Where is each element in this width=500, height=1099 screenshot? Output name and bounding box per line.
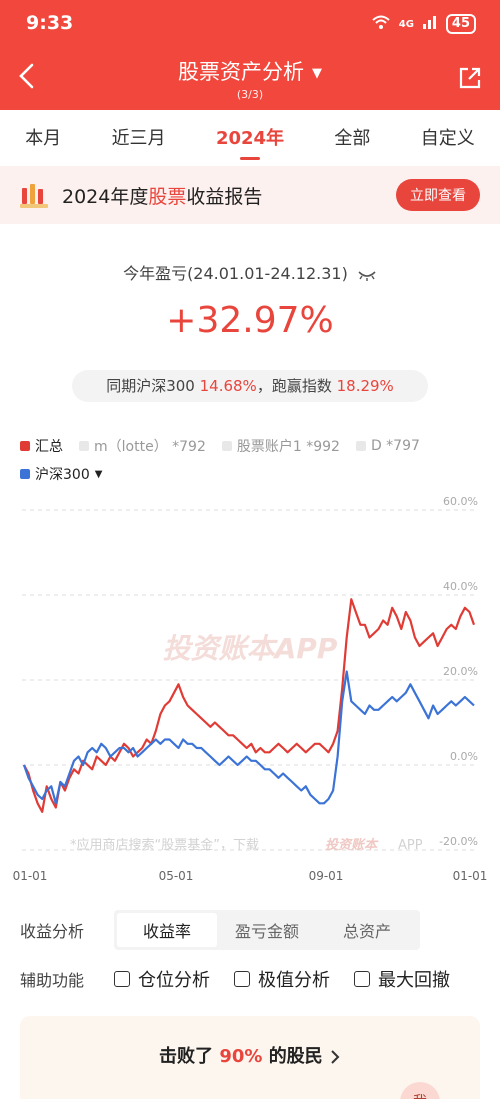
legend-swatch <box>79 441 89 451</box>
legend-item-account-1[interactable]: 股票账户1 *992 <box>221 436 340 456</box>
series-line-csi300 <box>22 670 475 805</box>
page-title-text: 股票资产分析 <box>178 60 304 84</box>
chart-footer-brand: 投资账本 <box>325 837 379 853</box>
option-pnl-amount[interactable]: 盈亏金额 <box>234 922 299 941</box>
page-counter: (3/3) <box>236 88 264 101</box>
x-tick-label: 01-01 <box>13 869 48 883</box>
checkbox-position-analysis[interactable]: 仓位分析 <box>114 966 210 992</box>
page-title[interactable]: 股票资产分析 ▼ <box>0 56 500 86</box>
return-line-chart[interactable]: 投资账本APP60.0%40.0%20.0%0.0%-20.0%*应用商店搜索“… <box>0 490 500 890</box>
firework-icon <box>18 180 52 210</box>
ranking-value: 90% <box>219 1046 263 1067</box>
top-bar: 9:33 4G 45 股票资产分析 ▼ (3/3) <box>0 0 500 110</box>
banner-suffix: 收益报告 <box>186 185 263 208</box>
period-tabs: 本月 近三月 2024年 全部 自定义 <box>0 110 500 168</box>
checkbox-max-drawdown[interactable]: 最大回撤 <box>354 966 450 992</box>
period-range: 今年盈亏(24.01.01-24.12.31) <box>0 260 500 284</box>
y-tick-label: 0.0% <box>450 750 478 763</box>
y-tick-label: -20.0% <box>439 835 478 848</box>
checkbox-box[interactable] <box>234 971 250 987</box>
legend-swatch <box>20 441 30 451</box>
eye-closed-icon[interactable] <box>353 264 377 283</box>
ranking-suffix: 的股民 <box>268 1046 323 1067</box>
legend-label: 汇总 <box>35 439 63 455</box>
ranking-card[interactable]: 击败了 90% 的股民 我 <box>20 1016 480 1099</box>
signal-icon <box>422 14 438 34</box>
legend-item-account-m[interactable]: m（lotte） *792 <box>79 436 206 456</box>
y-tick-label: 60.0% <box>443 495 478 508</box>
dropdown-triangle-icon[interactable]: ▼ <box>94 468 103 480</box>
checkbox-extreme-analysis[interactable]: 极值分析 <box>234 966 330 992</box>
banner-prefix: 2024年度 <box>62 185 149 208</box>
compare-prefix: 同期沪深300 <box>106 377 195 395</box>
annual-report-banner[interactable]: 2024年度股票收益报告 立即查看 <box>0 166 500 224</box>
banner-text: 2024年度股票收益报告 <box>62 182 262 209</box>
option-total-assets[interactable]: 总资产 <box>342 922 391 941</box>
index-legend[interactable]: 沪深300 ▼ <box>20 464 102 484</box>
legend-label: m（lotte） *792 <box>94 439 206 455</box>
tab-three-months[interactable]: 近三月 <box>111 128 166 149</box>
tab-all[interactable]: 全部 <box>334 128 371 149</box>
checkbox-label: 最大回撤 <box>378 970 450 991</box>
me-avatar-badge: 我 <box>400 1082 440 1099</box>
legend-item-csi300[interactable]: 沪深300 ▼ <box>20 464 102 484</box>
index-comparison: 同期沪深300 14.68%，跑赢指数 18.29% <box>72 370 428 402</box>
analysis-label: 收益分析 <box>20 922 85 941</box>
index-return-value: 14.68% <box>199 377 257 395</box>
analysis-segmented-control: 收益率 盈亏金额 总资产 <box>114 910 420 950</box>
legend-swatch <box>355 441 366 451</box>
ranking-text: 击败了 90% 的股民 <box>20 1042 480 1068</box>
legend-item-account-d[interactable]: D *797 <box>355 436 420 456</box>
beat-index-value: 18.29% <box>336 377 394 395</box>
beat-prefix: ，跑赢指数 <box>256 377 332 395</box>
tab-custom[interactable]: 自定义 <box>420 128 475 149</box>
x-tick-label: 05-01 <box>159 869 194 883</box>
legend-swatch <box>20 469 30 479</box>
checkbox-box[interactable] <box>354 971 370 987</box>
banner-highlight: 股票 <box>148 185 187 208</box>
y-tick-label: 40.0% <box>443 580 478 593</box>
checkbox-label: 极值分析 <box>258 970 330 991</box>
aux-label: 辅助功能 <box>20 971 85 990</box>
dropdown-caret-icon[interactable]: ▼ <box>312 65 322 81</box>
share-icon[interactable] <box>458 66 482 90</box>
status-icons: 4G 45 <box>371 14 476 34</box>
tab-year-2024[interactable]: 2024年 <box>212 124 288 160</box>
chevron-right-icon[interactable] <box>329 1046 341 1067</box>
legend-item-summary[interactable]: 汇总 <box>20 436 63 456</box>
legend-swatch <box>221 441 232 451</box>
analysis-row: 收益分析 收益率 盈亏金额 总资产 <box>20 910 420 950</box>
ranking-prefix: 击败了 <box>159 1046 214 1067</box>
legend-label: 股票账户1 *992 <box>236 439 340 455</box>
tab-this-month[interactable]: 本月 <box>25 128 62 149</box>
status-time: 9:33 <box>26 12 74 34</box>
option-return-rate[interactable]: 收益率 <box>117 913 217 947</box>
chart-footer-app: APP <box>398 838 423 853</box>
y-tick-label: 20.0% <box>443 665 478 678</box>
back-arrow-icon[interactable] <box>14 62 42 90</box>
account-legend: 汇总 m（lotte） *792 股票账户1 *992 D *797 <box>20 436 420 456</box>
signal-label: 4G <box>398 18 414 30</box>
wifi-icon <box>371 14 391 34</box>
checkbox-box[interactable] <box>114 971 130 987</box>
chart-footer-note: *应用商店搜索“股票基金”，下载 <box>70 837 259 853</box>
total-return-value: +32.97% <box>166 300 334 341</box>
battery-icon: 45 <box>445 14 476 34</box>
x-tick-label: 01-01 <box>453 869 488 883</box>
legend-label: 沪深300 <box>35 467 90 483</box>
view-now-button[interactable]: 立即查看 <box>396 179 480 211</box>
legend-label: D *797 <box>370 438 420 454</box>
period-text: 今年盈亏(24.01.01-24.12.31) <box>123 264 348 283</box>
checkbox-label: 仓位分析 <box>138 970 210 991</box>
chart-watermark: 投资账本APP <box>163 632 338 665</box>
aux-row: 辅助功能 仓位分析 极值分析 最大回撤 <box>20 966 474 992</box>
series-line-summary <box>23 598 476 813</box>
x-tick-label: 09-01 <box>309 869 344 883</box>
